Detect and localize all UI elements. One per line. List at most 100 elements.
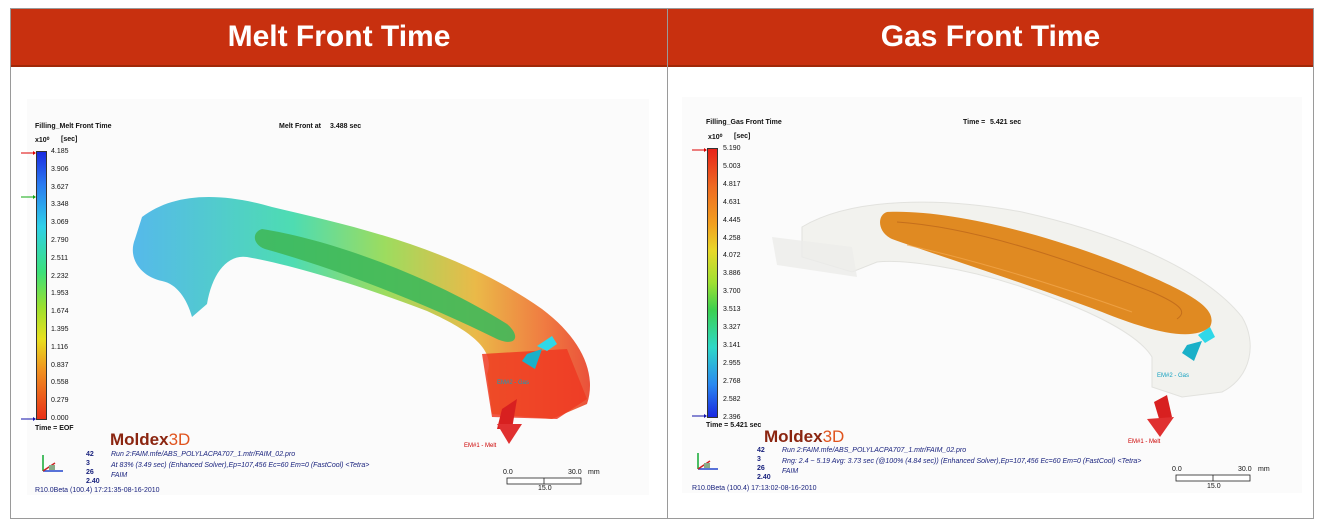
version-info: R10.0Beta (100.4) 17:13:02-08-16-2010 xyxy=(692,485,817,492)
panel-title: Gas Front Time xyxy=(668,9,1313,67)
run-info: Run 2:FAIM.mfe/ABS_POLYLACPA707_1.mtr/FA… xyxy=(782,447,967,454)
result-name: Filling_Melt Front Time xyxy=(35,123,112,130)
info-count: 3 xyxy=(86,460,90,467)
color-legend-bar xyxy=(707,148,718,418)
melt-entrance-label: EM#1 - Melt xyxy=(464,443,497,449)
project-name: FAIM xyxy=(782,468,799,475)
legend-tick: 0.558 xyxy=(51,379,69,387)
legend-tick: 0.279 xyxy=(51,397,69,405)
legend-tick: 0.000 xyxy=(51,415,69,422)
gas-core xyxy=(254,229,516,342)
legend-tick: 1.953 xyxy=(51,290,69,298)
legend-tick: 4.258 xyxy=(723,234,741,242)
scale-unit: mm xyxy=(1258,466,1270,473)
melt-front-panel: Melt Front Time Filling_Melt Front Time … xyxy=(10,8,668,519)
legend-tick: 2.582 xyxy=(723,395,741,403)
legend-tick: 4.631 xyxy=(723,198,741,206)
legend-tick: 2.511 xyxy=(51,254,68,262)
legend-tick: 0.837 xyxy=(51,361,69,369)
scale-bar xyxy=(1175,474,1251,482)
info-count: 3 xyxy=(757,456,761,463)
gas-front-panel: Gas Front Time Filling_Gas Front Time Ti… xyxy=(667,8,1314,519)
legend-tick: 5.190 xyxy=(723,145,741,152)
time-label: Time = xyxy=(963,119,986,126)
scale-unit: mm xyxy=(588,469,600,476)
legend-tick: 4.072 xyxy=(723,252,741,260)
result-viewport[interactable]: Filling_Melt Front Time Melt Front at 3.… xyxy=(21,99,649,495)
project-name: FAIM xyxy=(111,472,128,479)
scale-exponent: x10⁰ xyxy=(35,137,50,144)
gas-inlet-arrow xyxy=(1182,327,1215,361)
time-label-bottom: Time = 5.421 sec xyxy=(706,422,762,429)
info-count: 26 xyxy=(757,465,765,472)
result-viewport[interactable]: Filling_Gas Front Time Time = 5.421 sec … xyxy=(682,97,1302,493)
unit-label: [sec] xyxy=(734,133,751,140)
legend-tick: 3.886 xyxy=(723,270,741,278)
legend-tick: 4.817 xyxy=(723,180,741,188)
info-count: 42 xyxy=(86,451,94,458)
axis-triad-icon xyxy=(42,455,63,472)
gas-inlet-arrow xyxy=(522,336,557,369)
melt-inlet-arrow xyxy=(497,399,522,444)
legend-tick: 3.513 xyxy=(723,306,741,314)
time-value: 3.488 sec xyxy=(330,123,362,130)
moldex3d-logo: Moldex3D xyxy=(110,430,191,449)
handle-body xyxy=(132,196,590,419)
legend-markers xyxy=(692,148,707,418)
axis-triad-icon xyxy=(697,453,718,470)
info-count: 2.40 xyxy=(86,478,100,485)
legend-tick: 3.141 xyxy=(723,341,741,349)
result-name: Filling_Gas Front Time xyxy=(706,119,782,126)
info-count: 26 xyxy=(86,469,94,476)
gas-entrance-label: EM#2 - Gas xyxy=(1157,373,1190,379)
melt-entrance-label: EM#1 - Melt xyxy=(1128,439,1161,445)
melt-inlet-arrow xyxy=(1147,395,1174,437)
color-legend-bar xyxy=(36,151,47,420)
legend-tick: 1.395 xyxy=(51,326,69,333)
legend-tick: 3.348 xyxy=(51,201,69,209)
scale-mid: 15.0 xyxy=(1207,483,1221,490)
info-count: 2.40 xyxy=(757,474,771,481)
legend-ticks: 5.190 5.003 4.817 4.631 4.445 4.258 4.07… xyxy=(723,145,763,421)
version-info: R10.0Beta (100.4) 17:21:35-08-16-2010 xyxy=(35,487,160,494)
legend-ticks: 4.185 3.906 3.627 3.348 3.069 2.790 2.51… xyxy=(51,148,91,422)
scale-right: 30.0 xyxy=(568,469,582,476)
scale-right: 30.0 xyxy=(1238,466,1252,473)
legend-tick: 3.069 xyxy=(51,219,69,227)
scale-left: 0.0 xyxy=(1172,466,1182,473)
time-eof-label: Time = EOF xyxy=(35,425,74,432)
legend-markers xyxy=(21,151,36,421)
moldex3d-logo: Moldex3D xyxy=(764,427,845,446)
solver-info: Rng: 2.4 ~ 5.19 Avg: 3.73 sec (@100% (4.… xyxy=(782,458,1142,465)
gas-core xyxy=(880,211,1212,335)
legend-tick: 3.627 xyxy=(51,183,69,191)
scale-mid: 15.0 xyxy=(538,485,552,492)
legend-tick: 2.396 xyxy=(723,413,741,421)
scale-bar xyxy=(506,477,582,485)
legend-tick: 5.003 xyxy=(723,162,741,170)
legend-tick: 2.955 xyxy=(723,359,741,367)
time-label: Melt Front at xyxy=(279,123,321,130)
part-model-render xyxy=(772,201,1251,437)
legend-tick: 4.185 xyxy=(51,148,69,155)
legend-tick: 2.790 xyxy=(51,237,69,244)
legend-tick: 2.232 xyxy=(51,272,69,280)
info-count: 42 xyxy=(757,447,765,454)
legend-tick: 3.700 xyxy=(723,288,741,296)
scale-left: 0.0 xyxy=(503,469,513,476)
part-model-render xyxy=(132,196,590,444)
panel-title: Melt Front Time xyxy=(11,9,667,67)
legend-tick: 2.768 xyxy=(723,377,741,385)
run-info: Run 2:FAIM.mfe/ABS_POLYLACPA707_1.mtr/FA… xyxy=(111,451,296,458)
legend-tick: 1.674 xyxy=(51,308,69,316)
legend-tick: 3.906 xyxy=(51,165,69,173)
scale-exponent: x10⁰ xyxy=(708,134,723,141)
unit-label: [sec] xyxy=(61,136,78,143)
solver-info: At 83% (3.49 sec) (Enhanced Solver),Ep=1… xyxy=(111,462,370,469)
legend-tick: 4.445 xyxy=(723,216,741,224)
gas-entrance-label: EM#2 - Gas xyxy=(497,380,530,386)
legend-tick: 1.116 xyxy=(51,343,68,351)
time-value: 5.421 sec xyxy=(990,119,1022,126)
legend-tick: 3.327 xyxy=(723,324,741,331)
part-shell xyxy=(801,201,1251,398)
